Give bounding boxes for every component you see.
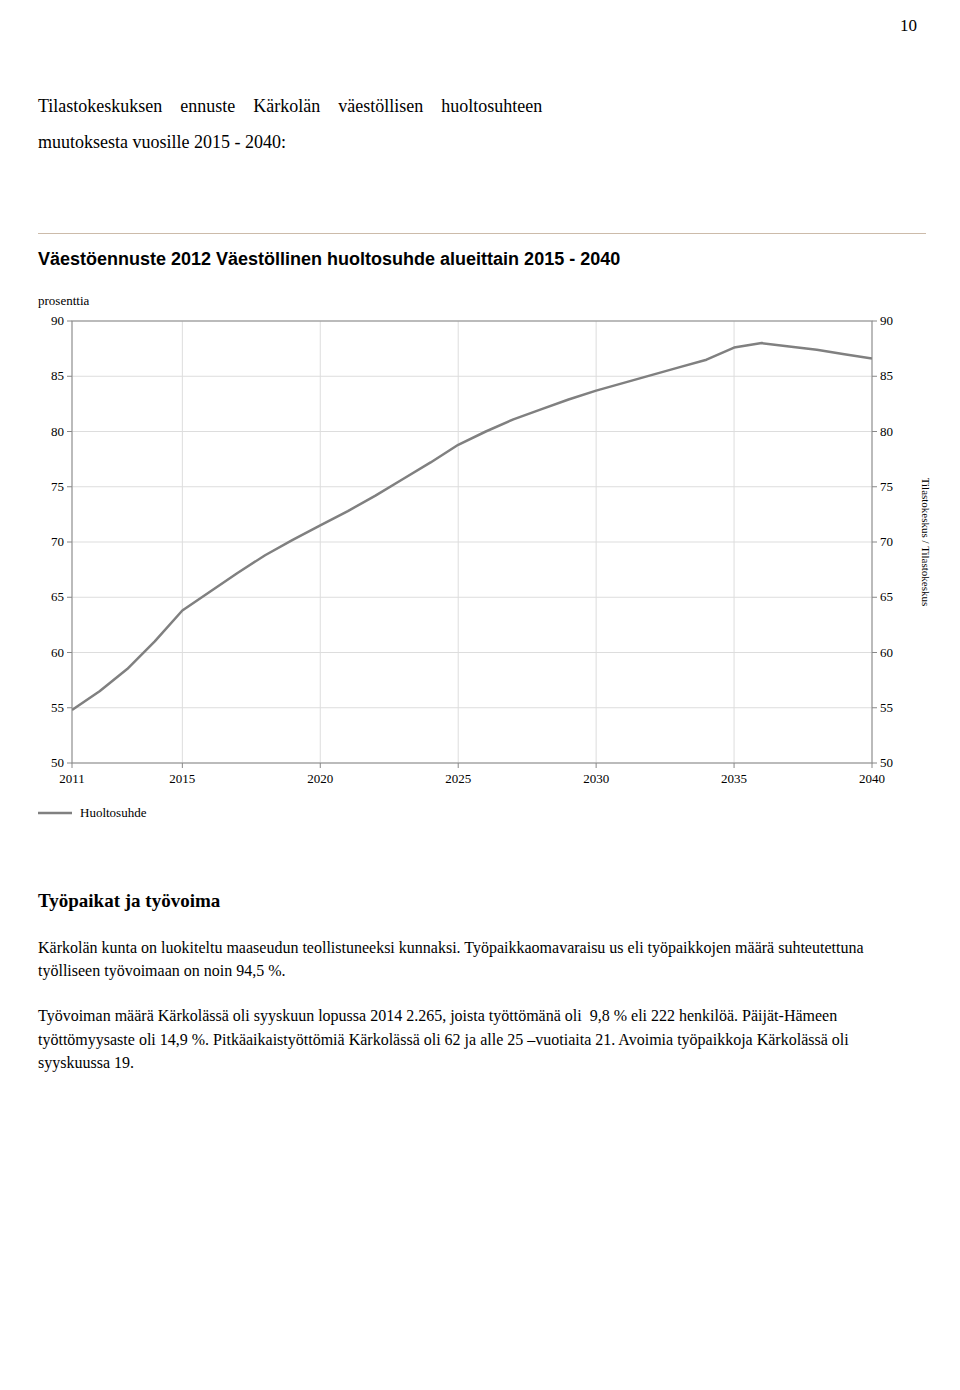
y-tick-label: 85 [51,368,64,383]
x-tick [182,763,183,768]
body-text: Kärkolän kunta on luokiteltu maaseudun t… [38,936,918,1096]
x-tick-label: 2011 [59,771,85,786]
y2-tick-label: 80 [880,424,893,439]
axes: 50 55 60 65 70 75 80 85 90 50 55 60 65 70 75 80 85 90 2011… [51,313,893,786]
grid-line [72,652,872,653]
y2-tick-label: 85 [880,368,893,383]
x-tick [596,763,597,768]
y-tick [67,652,72,653]
y-tick-label: 90 [51,313,64,328]
grid-line [72,431,872,432]
x-tick [734,763,735,768]
grid-line [320,321,321,763]
grid-line [182,321,183,763]
y2-tick-label: 75 [880,479,893,494]
y2-tick-label: 55 [880,700,893,715]
grid [72,321,872,763]
y-tick [67,321,72,322]
x-tick-label: 2035 [721,771,747,786]
x-tick-label: 2025 [445,771,471,786]
x-tick [872,763,873,768]
y-tick-label: 70 [51,534,64,549]
page-number: 10 [900,16,917,36]
y-tick [67,376,72,377]
y-tick-label: 60 [51,645,64,660]
y-tick-label: 55 [51,700,64,715]
x-tick-label: 2030 [583,771,609,786]
y2-tick [872,431,877,432]
grid-line [72,707,872,708]
x-tick-label: 2020 [307,771,333,786]
header-line: muutoksesta vuosille 2015 - 2040: [38,132,286,153]
header-line: Tilastokeskuksen ennuste Kärkolän väestö… [38,96,542,117]
y2-tick-label: 60 [880,645,893,660]
y2-tick [872,486,877,487]
y-tick [67,707,72,708]
y2-tick [872,652,877,653]
y2-tick-label: 90 [880,313,893,328]
y-tick-label: 75 [51,479,64,494]
y-axis-label: prosenttia [38,293,89,308]
grid-line [458,321,459,763]
y-tick [67,597,72,598]
legend-label: Huoltosuhde [80,805,147,820]
section-title: Työpaikat ja työvoima [38,890,220,912]
grid-line [596,321,597,763]
grid-line [72,486,872,487]
y2-tick [872,321,877,322]
x-tick [458,763,459,768]
plot-data [72,343,872,710]
y2-tick [872,763,877,764]
grid-line [72,597,872,598]
legend-swatch [38,812,72,815]
paragraph: Kärkolän kunta on luokiteltu maaseudun t… [38,936,918,982]
x-tick [72,763,73,768]
y-tick [67,542,72,543]
grid-line [72,376,872,377]
y-tick [67,763,72,764]
y2-tick [872,597,877,598]
y2-tick [872,542,877,543]
x-tick [320,763,321,768]
x-tick-label: 2015 [169,771,195,786]
plot-frame [72,321,872,763]
y2-axis-label: Tilastokeskus / Tilastokeskus [920,478,932,607]
grid-line [734,321,735,763]
y-tick-label: 80 [51,424,64,439]
chart: Väestöennuste 2012 Väestöllinen huoltosu… [0,243,960,843]
y2-tick-label: 70 [880,534,893,549]
y2-tick [872,376,877,377]
y-tick-label: 65 [51,589,64,604]
y2-tick [872,707,877,708]
x-tick-label: 2040 [859,771,885,786]
y-tick-label: 50 [51,755,64,770]
y2-tick-label: 65 [880,589,893,604]
y-tick [67,431,72,432]
y2-tick-label: 50 [880,755,893,770]
data-line [72,343,872,710]
divider [38,233,926,234]
grid-line [72,542,872,543]
y-tick [67,486,72,487]
paragraph: Työvoiman määrä Kärkolässä oli syyskuun … [38,1004,918,1074]
legend: Huoltosuhde [38,805,147,820]
chart-title: Väestöennuste 2012 Väestöllinen huoltosu… [38,249,620,269]
